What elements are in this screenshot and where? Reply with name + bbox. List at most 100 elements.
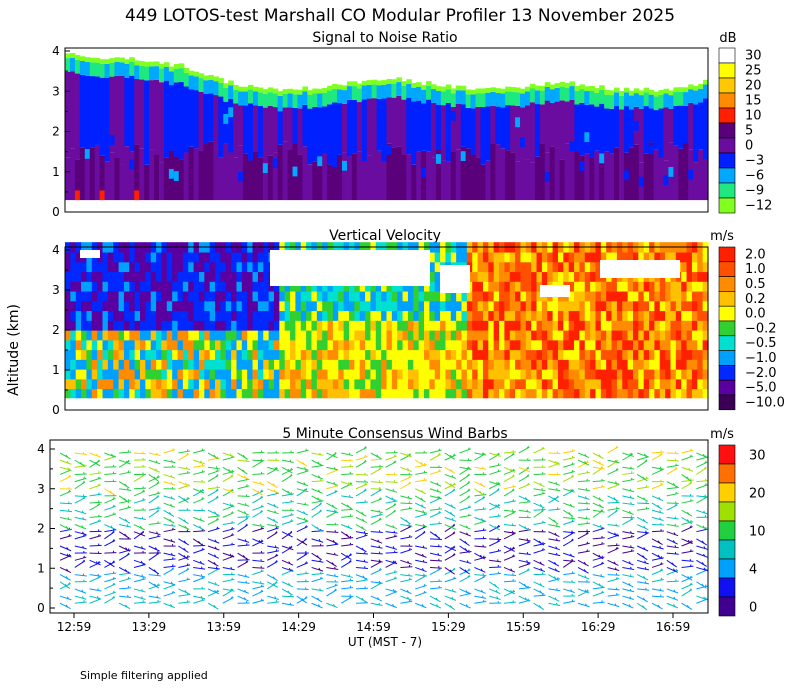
vv-cell <box>686 300 693 312</box>
wind-barb <box>444 577 457 583</box>
wind-barb <box>459 550 472 554</box>
wind-barb <box>548 531 560 538</box>
snr-cell <box>391 83 397 98</box>
snr-cell <box>129 57 135 62</box>
vv-cell <box>627 281 634 292</box>
wind-barb-feather <box>643 525 646 529</box>
vv-cell <box>86 261 93 273</box>
wind-barb <box>636 524 649 531</box>
wind-barb <box>311 480 324 483</box>
wind-barb <box>503 511 516 518</box>
vv-cell <box>140 261 146 273</box>
vv-cell <box>574 388 580 399</box>
vv-cell <box>150 339 157 351</box>
footnote: Simple filtering applied <box>80 669 208 682</box>
wind-barb-feather <box>318 509 322 513</box>
vv-cell <box>627 378 634 390</box>
vv-cell <box>102 359 109 370</box>
snr-cell <box>495 88 501 93</box>
wind-barb-feather <box>185 452 189 456</box>
vv-colorbar-swatch <box>718 335 736 351</box>
vv-colorbar-label: −2.0 <box>745 366 777 381</box>
vv-cell <box>338 281 345 292</box>
wind-barb <box>666 588 679 594</box>
wind-barb <box>681 449 694 454</box>
wind-barb-feather <box>289 467 293 471</box>
wind-barb <box>607 507 620 511</box>
snr-cell <box>149 61 155 67</box>
wind-barb <box>296 481 309 487</box>
vv-colorbar-label: −0.2 <box>745 321 777 336</box>
vv-cell <box>327 378 334 390</box>
vv-cell <box>161 271 168 282</box>
vv-cell <box>627 290 634 302</box>
wind-barb-feather <box>215 466 218 469</box>
vv-cell <box>563 261 570 273</box>
snr-cell <box>554 101 561 148</box>
wind-barb-feather <box>599 524 602 528</box>
wind-barb-feather <box>702 453 706 457</box>
wind-barb-feather <box>601 542 603 545</box>
vv-cell <box>413 330 420 341</box>
snr-cell <box>544 86 551 101</box>
wind-barb <box>104 488 115 496</box>
wind-barb <box>74 477 87 483</box>
snr-cell <box>668 90 674 96</box>
vv-cell <box>209 378 216 390</box>
vv-cell <box>91 369 98 380</box>
vv-cell <box>273 369 280 380</box>
vv-cell <box>316 359 323 370</box>
wind-barb-feather <box>481 495 485 500</box>
vv-cell <box>402 330 409 341</box>
vv-cell <box>691 310 698 321</box>
snr-colorbar-swatch <box>718 152 736 169</box>
vv-cell <box>509 339 516 351</box>
wind-barb-feather <box>378 517 382 521</box>
wind-barb <box>429 602 442 609</box>
vv-cell <box>75 261 82 273</box>
vv-cell <box>579 310 586 321</box>
vv-cell <box>241 359 248 370</box>
wind-barb <box>89 544 102 547</box>
wind-barb <box>119 488 132 491</box>
wind-barb-feather <box>451 474 454 478</box>
wind-barb-feather <box>199 517 203 521</box>
vv-cell <box>606 300 613 312</box>
vv-cell <box>649 388 656 399</box>
wind-barb-feather <box>554 568 558 572</box>
wind-barb <box>563 516 576 520</box>
vv-cell <box>493 290 500 302</box>
vv-cell <box>365 339 372 351</box>
vv-cell <box>515 339 522 351</box>
snr-cell <box>346 99 353 157</box>
wind-barb <box>267 488 279 494</box>
vv-cell <box>461 359 468 370</box>
vv-cell <box>241 369 248 380</box>
wind-barb-feather <box>186 449 189 452</box>
snr-cell <box>104 59 111 64</box>
vv-cell <box>268 388 275 399</box>
vv-cell <box>584 369 591 380</box>
snr-cell <box>84 75 91 155</box>
vv-cell <box>595 388 602 399</box>
vv-cell <box>397 300 404 312</box>
snr-cell <box>178 63 185 69</box>
snr-cell <box>460 151 467 162</box>
wind-barb-feather <box>156 475 160 479</box>
wind-colorbar-swatch <box>718 444 736 465</box>
wind-barb-feather <box>615 445 618 449</box>
wind-barb-feather <box>437 510 441 514</box>
snr-cell <box>337 84 343 90</box>
vv-cell <box>402 388 409 399</box>
wind-barb <box>341 524 353 530</box>
vv-cell <box>70 271 77 282</box>
wind-barb <box>237 538 250 543</box>
vv-cell <box>252 320 259 331</box>
snr-cell <box>539 90 546 105</box>
wind-barb <box>503 555 516 561</box>
vv-cell <box>632 300 639 312</box>
snr-cell <box>361 85 368 100</box>
wind-barb <box>400 524 413 527</box>
vv-cell <box>595 261 602 273</box>
wind-barb-feather <box>141 516 144 520</box>
